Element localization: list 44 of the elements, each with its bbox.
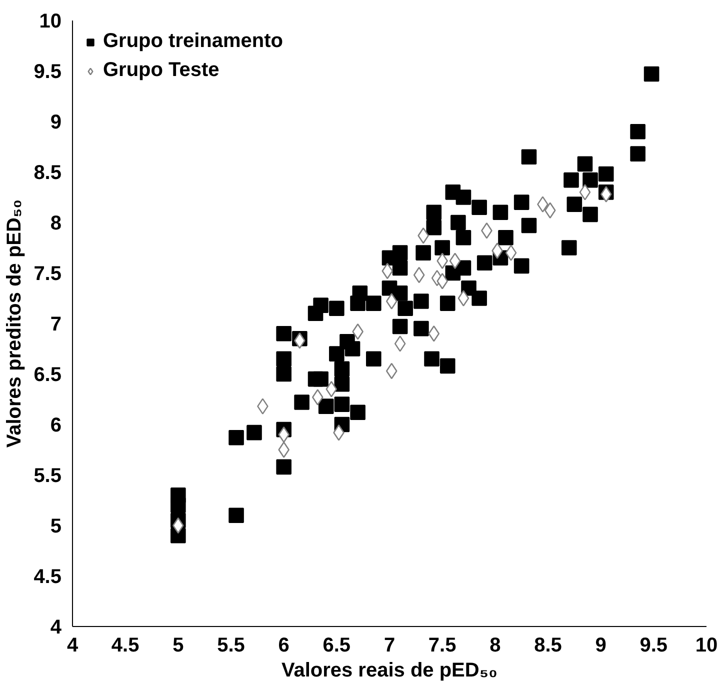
y-tick-label: 8.5 — [34, 162, 62, 184]
point — [600, 186, 612, 202]
x-tick-label: 8.5 — [534, 634, 562, 656]
point — [413, 266, 425, 284]
x-tick-label: 5 — [172, 634, 184, 656]
y-tick-label: 7 — [50, 314, 62, 336]
point — [326, 381, 338, 398]
x-tick-label: 7.5 — [428, 634, 456, 656]
x-axis-title: Valores reais de pED₅₀ — [281, 660, 498, 682]
y-tick-label: 5 — [50, 516, 62, 538]
point — [382, 262, 394, 280]
y-tick-label: 9.5 — [34, 61, 62, 83]
y-axis-title: Valores preditos de pED₅₀ — [4, 199, 26, 448]
x-tick-label: 4 — [66, 634, 79, 656]
point — [544, 202, 556, 219]
x-tick-label: 8 — [490, 634, 501, 656]
x-tick-label: 6 — [278, 634, 290, 656]
y-tick-label: 10 — [39, 10, 62, 32]
x-tick-label: 9.5 — [640, 634, 668, 656]
point — [449, 252, 461, 270]
x-tick-label: 9 — [595, 634, 606, 656]
y-tick-label: 9 — [50, 112, 62, 134]
y-tick-label: 4.5 — [34, 566, 62, 588]
x-tick-label: 5.5 — [217, 634, 245, 656]
y-tick-label: 6 — [50, 414, 62, 436]
point — [579, 184, 591, 200]
y-tick-label: 6.5 — [34, 364, 62, 386]
point — [386, 362, 398, 380]
y-tick-label: 5.5 — [34, 465, 62, 487]
x-tick-label: 6.5 — [322, 634, 351, 656]
y-tick-label: 7.5 — [34, 263, 62, 285]
x-tick-label: 7 — [384, 634, 396, 656]
point — [428, 325, 440, 342]
y-tick-label: 4 — [50, 616, 62, 638]
x-tick-label: 4.5 — [111, 634, 140, 656]
point — [312, 389, 324, 406]
legend-label: Grupo treinamento — [103, 30, 284, 53]
point — [386, 293, 398, 310]
point — [394, 336, 406, 352]
x-tick-label: 10 — [695, 634, 718, 656]
point — [505, 244, 517, 261]
point — [458, 290, 470, 306]
y-tick-label: 8 — [50, 212, 62, 234]
legend-label: Grupo Teste — [103, 59, 220, 82]
